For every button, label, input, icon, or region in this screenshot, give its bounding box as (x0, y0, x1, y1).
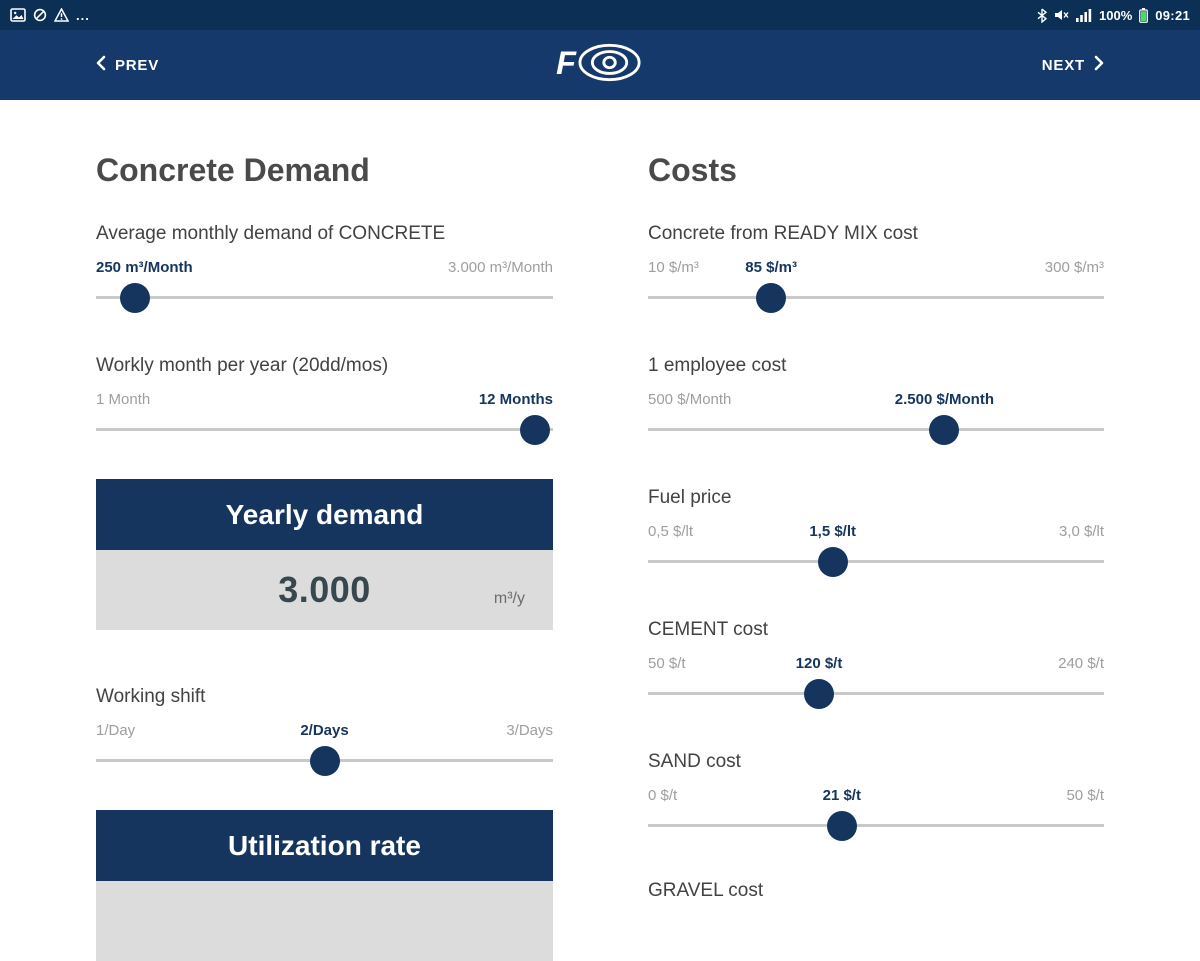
ready-mix-value: 85 $/m³ (745, 259, 797, 276)
ready-mix-max: 300 $/m³ (1044, 259, 1104, 276)
bluetooth-icon (1037, 7, 1047, 23)
sand-cost-slider-thumb[interactable] (826, 810, 857, 841)
fuel-price-value: 1,5 $/lt (809, 523, 857, 540)
cement-cost-scale: 50 $/t 120 $/t 240 $/t (648, 654, 1104, 674)
cement-cost-slider[interactable] (648, 678, 1104, 709)
fuel-price-min: 0,5 $/lt (648, 523, 694, 540)
working-shift-field: Working shift 1/Day 2/Days 3/Days (96, 685, 553, 776)
working-shift-slider[interactable] (96, 745, 553, 776)
employee-cost-field: 1 employee cost 500 $/Month 2.500 $/Mont… (648, 354, 1104, 445)
ready-mix-min: 10 $/m³ (648, 259, 699, 276)
avg-demand-slider-thumb[interactable] (119, 282, 150, 313)
costs-section: Costs Concrete from READY MIX cost 10 $/… (648, 148, 1104, 961)
workly-month-min: 1 Month (96, 391, 151, 408)
battery-icon (1139, 7, 1149, 23)
prev-label: PREV (115, 56, 160, 74)
status-bar: ... 100% 09:21 (0, 0, 1200, 30)
avg-demand-field: Average monthly demand of CONCRETE 250 m… (96, 222, 553, 313)
prev-button[interactable]: PREV (96, 55, 159, 75)
sand-cost-field: SAND cost 0 $/t 21 $/t 50 $/t (648, 750, 1104, 841)
mute-icon (1054, 8, 1069, 22)
signal-icon (1076, 8, 1092, 22)
yearly-demand-banner: Yearly demand (96, 479, 553, 550)
concrete-demand-section: Concrete Demand Average monthly demand o… (96, 148, 553, 961)
yearly-demand-unit: m³/y (493, 590, 525, 607)
working-shift-slider-thumb[interactable] (309, 745, 340, 776)
workly-month-max: 12 Months (478, 391, 553, 408)
cement-cost-field: CEMENT cost 50 $/t 120 $/t 240 $/t (648, 618, 1104, 709)
avg-demand-label: Average monthly demand of CONCRETE (96, 223, 446, 244)
employee-cost-slider[interactable] (648, 414, 1104, 445)
working-shift-value: 2/Days (300, 722, 349, 739)
employee-cost-min: 500 $/Month (648, 391, 732, 408)
ready-mix-scale: 10 $/m³ 85 $/m³ 300 $/m³ (648, 258, 1104, 278)
yearly-demand-value-box: 3.000 m³/y (96, 550, 553, 630)
working-shift-scale: 1/Day 2/Days 3/Days (96, 721, 553, 741)
fuel-price-slider[interactable] (648, 546, 1104, 577)
blocked-icon (33, 8, 47, 22)
employee-cost-label: 1 employee cost (648, 355, 787, 376)
workly-month-slider-thumb[interactable] (519, 414, 550, 445)
concrete-demand-title: Concrete Demand (96, 152, 370, 188)
cement-cost-min: 50 $/t (648, 655, 686, 672)
sand-cost-max: 50 $/t (1066, 787, 1104, 804)
cement-cost-slider-thumb[interactable] (804, 678, 834, 709)
status-bar-right: 100% 09:21 (1037, 7, 1190, 23)
sand-cost-slider[interactable] (648, 810, 1104, 841)
gravel-cost-label: GRAVEL cost (648, 880, 764, 901)
utilization-rate-banner: Utilization rate (96, 810, 553, 881)
working-shift-max: 3/Days (506, 722, 553, 739)
fuel-price-slider-thumb[interactable] (817, 546, 848, 577)
ready-mix-slider[interactable] (648, 282, 1104, 313)
workly-month-scale: 1 Month 12 Months (96, 390, 553, 410)
ready-mix-slider-thumb[interactable] (756, 282, 787, 313)
status-clock: 09:21 (1155, 7, 1190, 23)
employee-cost-value: 2.500 $/Month (894, 391, 994, 408)
chevron-right-icon (1094, 55, 1104, 75)
next-label: NEXT (1041, 56, 1085, 74)
fuel-price-field: Fuel price 0,5 $/lt 1,5 $/lt 3,0 $/lt (648, 486, 1104, 577)
yearly-demand-value: 3.000 (278, 569, 371, 610)
ready-mix-field: Concrete from READY MIX cost 10 $/m³ 85 … (648, 222, 1104, 313)
avg-demand-scale: 250 m³/Month 3.000 m³/Month (96, 258, 553, 278)
avg-demand-min: 250 m³/Month (96, 259, 193, 276)
sand-cost-scale: 0 $/t 21 $/t 50 $/t (648, 786, 1104, 806)
battery-percent: 100% (1099, 7, 1133, 23)
cement-cost-value: 120 $/t (795, 655, 843, 672)
sand-cost-min: 0 $/t (648, 787, 678, 804)
sand-cost-value: 21 $/t (822, 787, 861, 804)
employee-cost-scale: 500 $/Month 2.500 $/Month (648, 390, 1104, 410)
working-shift-label: Working shift (96, 686, 206, 707)
fuel-price-label: Fuel price (648, 487, 732, 508)
fiori-logo: F (554, 42, 646, 89)
ready-mix-label: Concrete from READY MIX cost (648, 223, 918, 244)
next-button[interactable]: NEXT (1042, 55, 1104, 75)
chevron-left-icon (96, 55, 106, 75)
costs-title: Costs (648, 152, 737, 188)
app-header: PREV F NEXT (0, 30, 1200, 100)
cement-cost-label: CEMENT cost (648, 619, 769, 640)
employee-cost-slider-thumb[interactable] (929, 414, 960, 445)
utilization-rate-value-box (96, 881, 553, 961)
fuel-price-max: 3,0 $/lt (1058, 523, 1104, 540)
avg-demand-max: 3.000 m³/Month (447, 259, 553, 276)
workly-month-slider[interactable] (96, 414, 553, 445)
sand-cost-label: SAND cost (648, 751, 741, 772)
avg-demand-slider[interactable] (96, 282, 553, 313)
overflow-icon: ... (76, 7, 90, 23)
cement-cost-max: 240 $/t (1058, 655, 1104, 672)
image-icon (10, 8, 26, 22)
warning-icon (54, 8, 69, 22)
workly-month-field: Workly month per year (20dd/mos) 1 Month… (96, 354, 553, 445)
working-shift-min: 1/Day (96, 722, 136, 739)
workly-month-label: Workly month per year (20dd/mos) (96, 355, 389, 376)
main-content: Concrete Demand Average monthly demand o… (0, 100, 1200, 961)
status-bar-left: ... (10, 8, 90, 23)
fuel-price-scale: 0,5 $/lt 1,5 $/lt 3,0 $/lt (648, 522, 1104, 542)
svg-text:F: F (556, 45, 577, 81)
